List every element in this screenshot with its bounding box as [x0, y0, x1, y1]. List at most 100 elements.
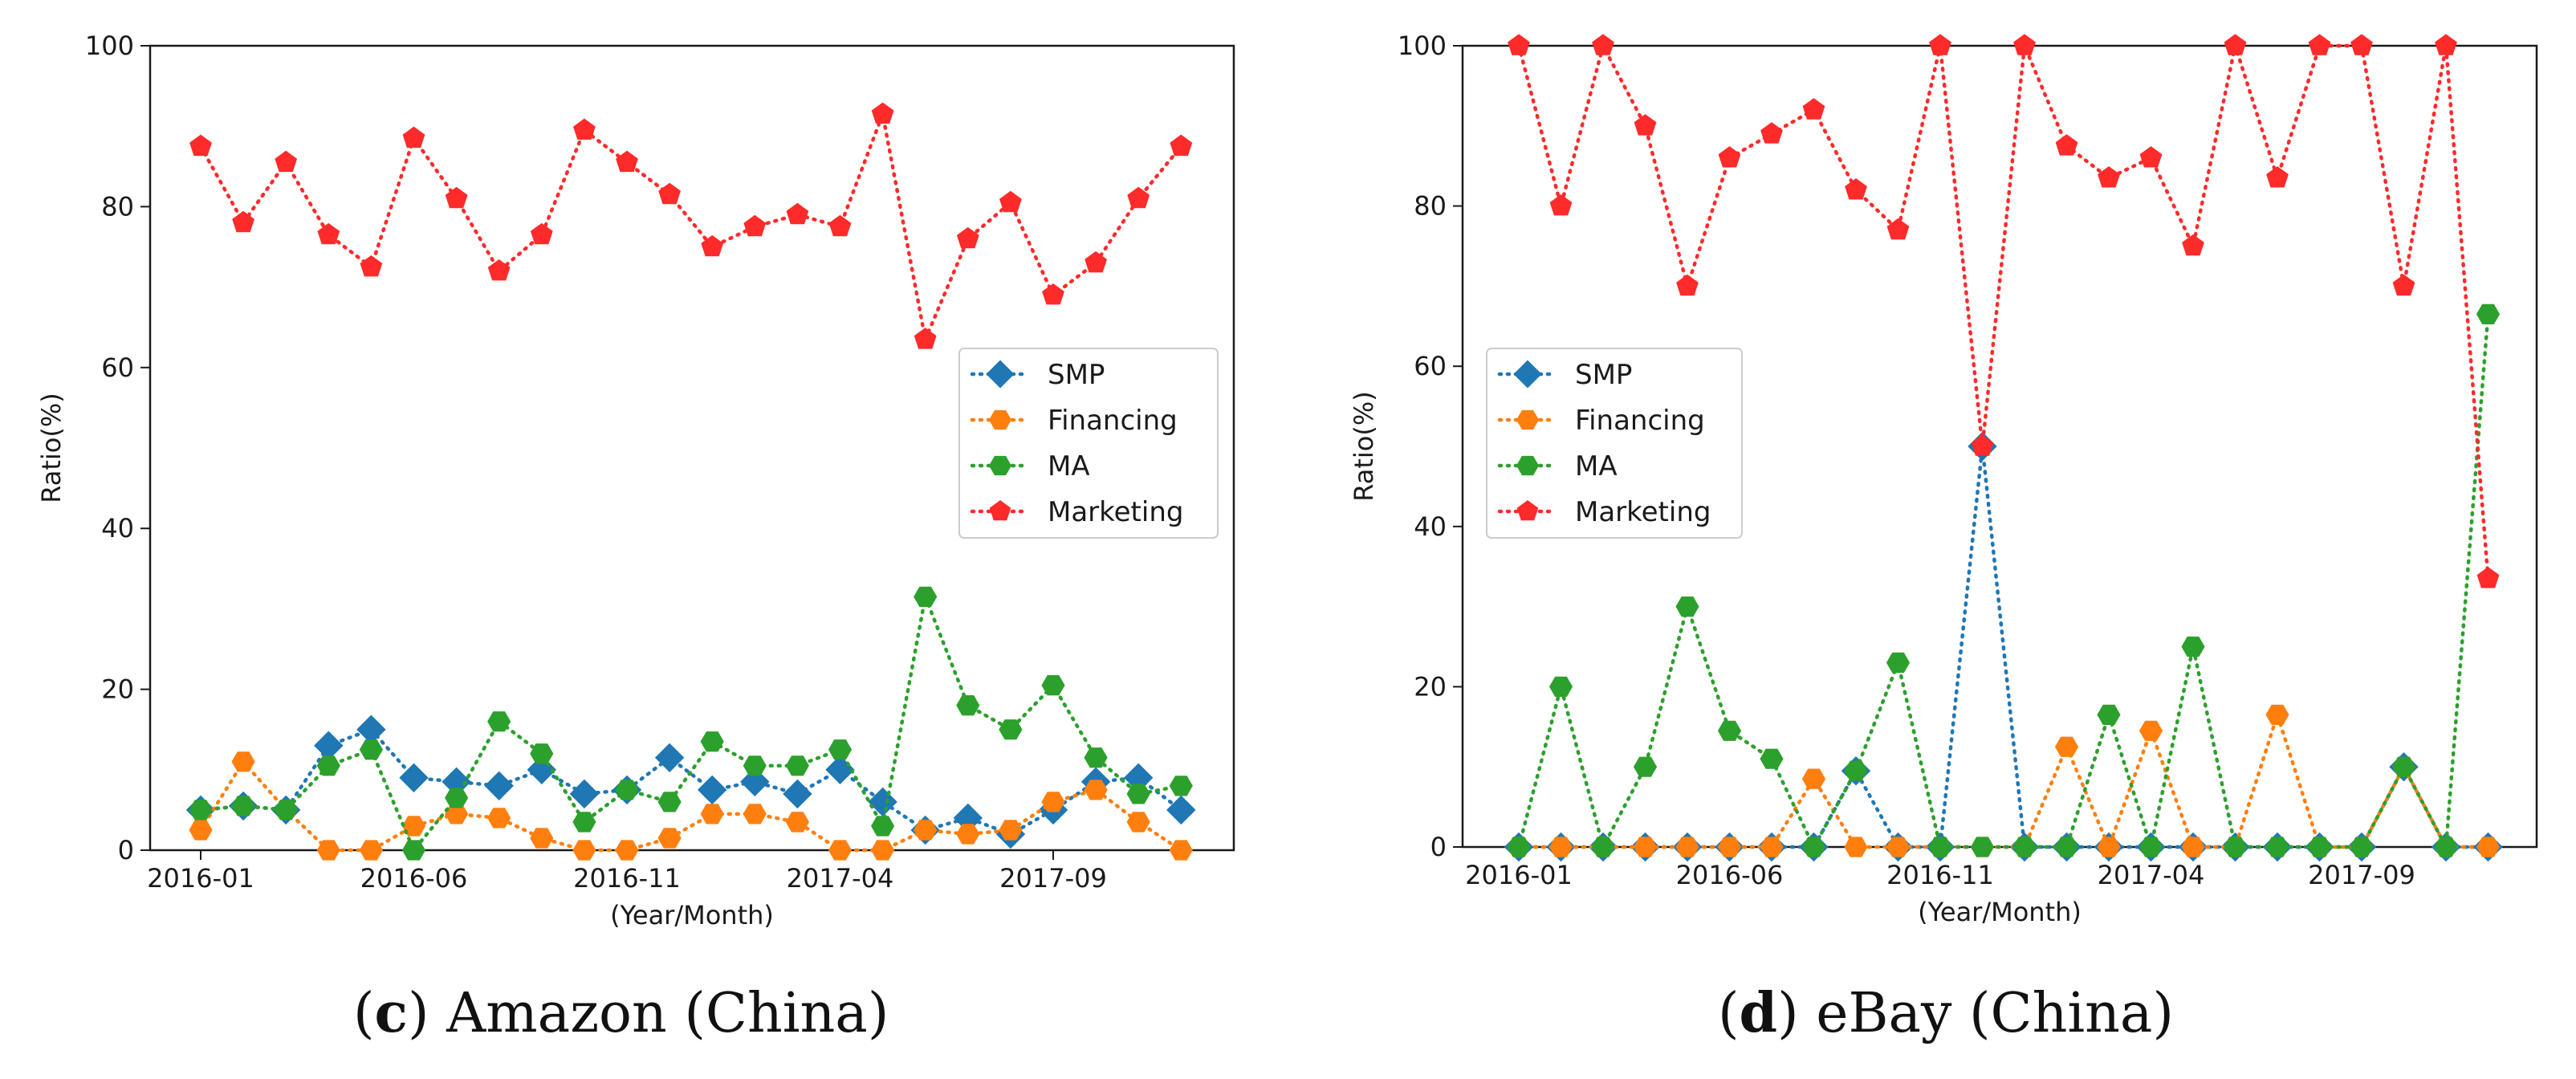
data-point-financing	[657, 828, 682, 849]
data-point-marketing	[189, 134, 212, 157]
data-point-marketing	[1802, 98, 1825, 120]
data-point-ma	[1041, 675, 1065, 696]
data-point-marketing	[445, 186, 468, 209]
y-tick-label: 20	[1414, 671, 1447, 702]
chart-panel-c: 0 20 40 60 80 100 2016-01 2016-06 2016-11 2017-04…	[36, 31, 1235, 930]
data-point-ma	[1633, 756, 1658, 777]
y-tick-label: 0	[1430, 832, 1447, 862]
data-point-financing	[1886, 837, 1911, 857]
data-point-ma	[2139, 837, 2163, 857]
plot-frame	[149, 44, 1235, 852]
data-point-marketing	[1127, 186, 1150, 209]
data-point-financing	[231, 751, 255, 772]
data-point-ma	[1084, 747, 1108, 768]
data-point-ma	[530, 743, 554, 764]
data-point-ma	[445, 788, 469, 808]
data-point-financing	[487, 808, 511, 829]
data-point-ma	[785, 755, 809, 776]
y-tick-label: 60	[1414, 351, 1447, 381]
data-point-financing	[828, 840, 853, 861]
data-point-financing	[1041, 792, 1065, 812]
data-point-ma	[999, 719, 1023, 740]
x-tick-label: 2016-11	[573, 863, 681, 894]
series-line-marketing	[1516, 39, 2490, 580]
legend-marker-financing	[1516, 409, 1539, 430]
x-tick-label: 2016-06	[360, 863, 468, 894]
data-point-financing	[615, 840, 639, 861]
data-point-marketing	[1549, 193, 1573, 216]
caption-c-letter: c	[374, 981, 408, 1045]
data-point-ma	[572, 812, 596, 833]
data-point-financing	[1084, 780, 1108, 800]
data-point-financing	[1801, 768, 1826, 789]
data-point-marketing	[1676, 274, 1699, 296]
data-point-marketing	[1929, 34, 1951, 55]
data-point-marketing	[1042, 283, 1064, 305]
data-point-ma	[1507, 837, 1531, 857]
legend-marker-ma	[1516, 455, 1539, 476]
chart-panel-d: 0 20 40 60 80 100 2016-01 2016-06 2016-11 2017-04…	[1349, 31, 2538, 927]
data-point-marketing	[1971, 434, 1994, 456]
data-point-financing	[700, 804, 724, 825]
data-point-smp	[654, 743, 685, 773]
legend-marker-marketing	[1516, 500, 1539, 521]
x-tick-label: 2016-11	[1886, 860, 1994, 890]
data-point-smp	[868, 787, 897, 817]
data-point-financing	[572, 840, 596, 861]
data-point-financing	[2265, 704, 2289, 725]
y-tick-label: 60	[101, 352, 134, 383]
data-point-ma	[487, 711, 511, 732]
series-line-marketing	[198, 107, 1183, 346]
legend-label-marketing: Marketing	[1575, 496, 1711, 528]
data-point-ma	[743, 755, 767, 776]
x-axis-label: (Year/Month)	[610, 900, 774, 930]
legend-box	[1486, 348, 1743, 539]
y-tick-label: 100	[85, 31, 134, 61]
caption-c: (c) Amazon (China)	[353, 981, 889, 1045]
data-point-marketing	[2266, 166, 2289, 188]
data-point-marketing	[616, 150, 638, 173]
data-point-marketing	[530, 222, 553, 245]
legend-marker-ma	[989, 455, 1011, 476]
data-point-ma	[2012, 837, 2037, 857]
data-point-smp	[740, 767, 770, 797]
data-point-ma	[914, 586, 938, 607]
data-point-smp	[783, 779, 812, 809]
data-point-financing	[1844, 837, 1868, 857]
legend-label-ma: MA	[1575, 450, 1618, 482]
data-point-marketing	[402, 126, 425, 149]
legend-label-marketing: Marketing	[1048, 496, 1183, 528]
data-point-marketing	[2055, 134, 2078, 156]
data-point-ma	[1126, 784, 1150, 804]
data-point-ma	[1886, 652, 1911, 674]
data-point-financing	[2476, 837, 2501, 857]
data-point-financing	[316, 840, 340, 861]
legend-marker-smp	[1513, 360, 1542, 389]
data-point-ma	[1548, 676, 1573, 697]
y-axis-label: Ratio(%)	[1349, 391, 1379, 502]
data-point-marketing	[999, 190, 1022, 213]
data-point-marketing	[232, 210, 254, 233]
data-point-ma	[189, 800, 213, 820]
caption-d-text: eBay (China)	[1816, 982, 2174, 1045]
legend-label-smp: SMP	[1575, 359, 1632, 391]
data-point-marketing	[956, 226, 979, 249]
data-point-ma	[1591, 837, 1615, 857]
data-point-marketing	[1845, 177, 1867, 200]
data-point-ma	[1801, 837, 1826, 857]
data-point-marketing	[1085, 250, 1107, 273]
series-line-ma	[198, 590, 1183, 854]
data-point-financing	[1548, 837, 1573, 857]
data-point-ma	[2223, 837, 2248, 857]
legend-marker-smp	[986, 360, 1015, 389]
data-point-marketing	[573, 118, 596, 140]
y-tick-label: 40	[1414, 511, 1447, 542]
data-point-marketing	[487, 259, 511, 281]
data-point-ma	[316, 755, 340, 776]
data-point-marketing	[871, 102, 894, 124]
data-point-ma	[1675, 597, 1699, 617]
data-point-ma	[2476, 303, 2501, 324]
data-point-financing	[530, 828, 554, 849]
data-point-marketing	[914, 328, 937, 349]
